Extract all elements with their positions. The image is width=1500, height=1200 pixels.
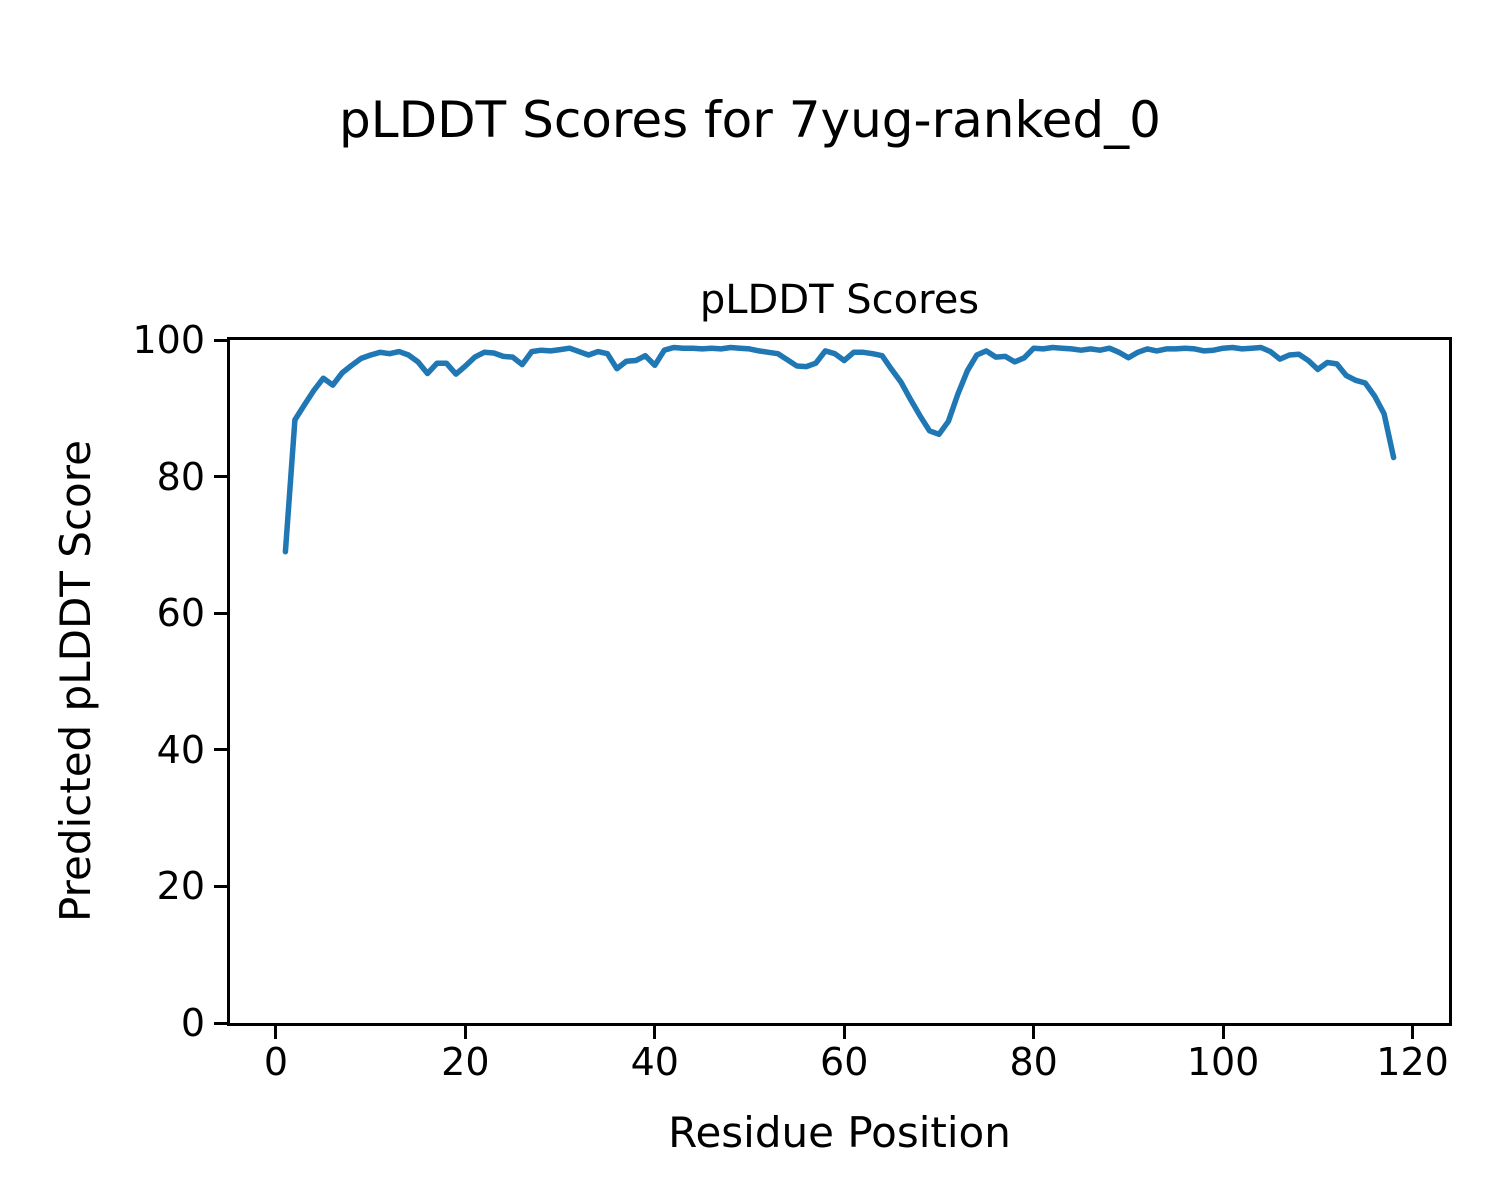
x-tick-mark <box>274 1026 278 1039</box>
y-tick-label: 80 <box>156 454 205 499</box>
x-tick-label: 80 <box>1009 1040 1058 1084</box>
x-tick-mark <box>1221 1026 1225 1039</box>
x-tick-label: 40 <box>630 1040 679 1084</box>
y-tick-label: 20 <box>156 864 205 909</box>
x-tick-label: 60 <box>820 1040 869 1084</box>
x-tick-mark <box>842 1026 846 1039</box>
x-axis-label: Residue Position <box>668 1108 1011 1157</box>
y-tick-mark <box>214 338 227 342</box>
figure-suptitle: pLDDT Scores for 7yug-ranked_0 <box>339 91 1161 149</box>
x-tick-mark <box>1032 1026 1036 1039</box>
y-tick-label: 40 <box>156 727 205 772</box>
x-tick-label: 100 <box>1186 1040 1260 1084</box>
axes-frame <box>227 337 1452 1026</box>
x-tick-label: 0 <box>263 1040 289 1084</box>
axes-title: pLDDT Scores <box>699 277 980 323</box>
y-tick-label: 60 <box>156 591 205 636</box>
y-tick-label: 0 <box>180 1001 205 1045</box>
y-tick-mark <box>214 884 227 888</box>
plddt-line <box>282 344 1397 555</box>
x-tick-mark <box>653 1026 657 1039</box>
x-tick-label: 20 <box>441 1040 490 1084</box>
y-tick-mark <box>214 748 227 752</box>
y-tick-mark <box>214 611 227 615</box>
plot-area <box>282 344 1397 555</box>
x-tick-label: 120 <box>1376 1040 1449 1084</box>
y-tick-mark <box>214 475 227 479</box>
y-tick-label: 100 <box>132 318 205 362</box>
x-tick-mark <box>463 1026 467 1039</box>
y-axis-label: Predicted pLDDT Score <box>50 440 100 922</box>
x-tick-mark <box>1411 1026 1415 1039</box>
y-tick-mark <box>214 1021 227 1025</box>
